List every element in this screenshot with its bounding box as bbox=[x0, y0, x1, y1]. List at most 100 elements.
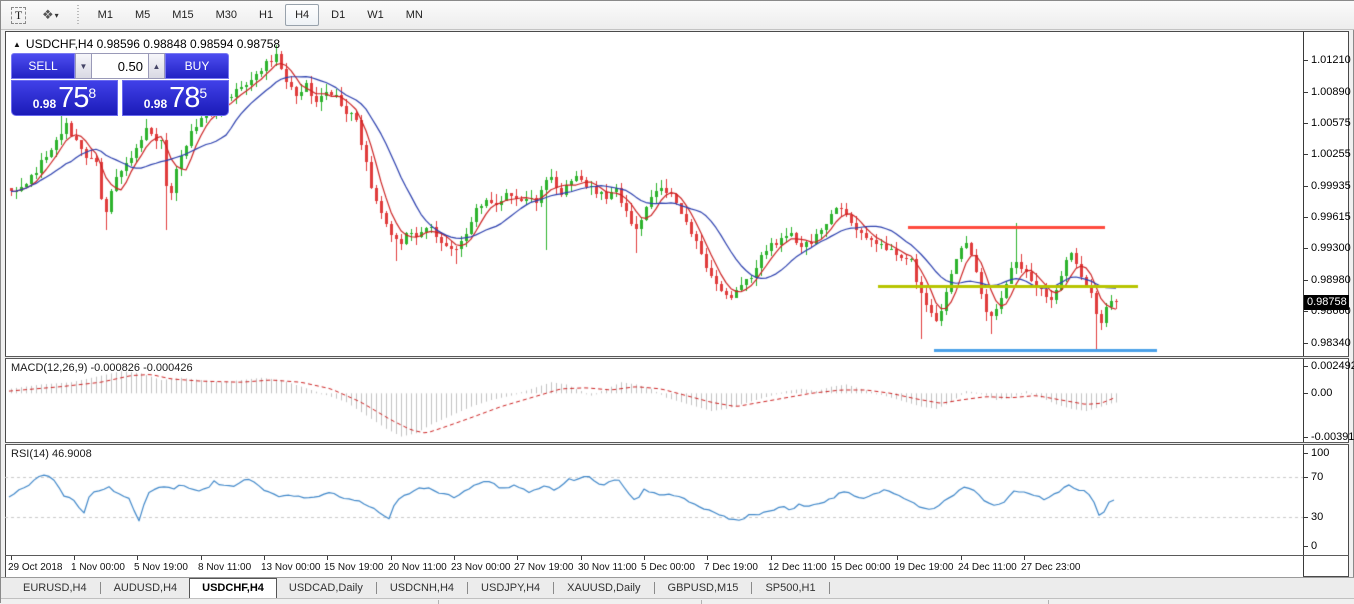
toolbar: T ❖ ▾ M1 M5 M15 M30 H1 H4 D1 W1 MN bbox=[1, 1, 1354, 30]
chart-tab-xauusd[interactable]: XAUUSD,Daily bbox=[567, 582, 641, 594]
shapes-icon: ❖ bbox=[42, 7, 54, 22]
axis-tick bbox=[1304, 280, 1308, 281]
text-tool-button[interactable]: T bbox=[5, 3, 32, 27]
axis-tick bbox=[1304, 217, 1308, 218]
macd-axis-label: 0.002492 bbox=[1311, 360, 1354, 372]
axis-tick bbox=[1304, 517, 1308, 518]
axis-tick bbox=[1304, 60, 1308, 61]
time-axis-tick bbox=[517, 556, 518, 560]
timeframe-button-m30[interactable]: M30 bbox=[215, 9, 238, 21]
toolbar-grip[interactable] bbox=[74, 5, 81, 25]
one-click-trading-panel: SELL ▼ ▲ BUY 0.98 75 8 0.98 78 5 bbox=[11, 53, 229, 116]
volume-input[interactable] bbox=[92, 54, 148, 78]
buy-price-big-digits: 78 bbox=[169, 82, 200, 114]
timeframe-button-m1[interactable]: M1 bbox=[97, 9, 113, 21]
price-axis-label: 0.99935 bbox=[1311, 180, 1351, 192]
statusbar-separator bbox=[1048, 600, 1049, 604]
price-axis-label: 0.98980 bbox=[1311, 274, 1351, 286]
axis-tick bbox=[1304, 546, 1308, 547]
time-axis-label: 29 Oct 2018 bbox=[8, 562, 63, 573]
tab-separator bbox=[653, 582, 655, 594]
macd-axis-label: 0.00 bbox=[1311, 387, 1333, 399]
chart-tab-usdjpy[interactable]: USDJPY,H4 bbox=[481, 582, 541, 594]
time-axis-label: 27 Nov 19:00 bbox=[514, 562, 574, 573]
chart-tab-audusd[interactable]: AUDUSD,H4 bbox=[113, 582, 178, 594]
time-axis-tick bbox=[581, 556, 582, 560]
time-axis-tick bbox=[74, 556, 75, 560]
macd-label: MACD(12,26,9) -0.000826 -0.000426 bbox=[11, 362, 193, 374]
timeframe-button-mn[interactable]: MN bbox=[405, 9, 423, 21]
axis-tick bbox=[1304, 248, 1308, 249]
pane-splitter[interactable] bbox=[5, 442, 1349, 445]
chart-title: ▲ USDCHF,H4 0.98596 0.98848 0.98594 0.98… bbox=[13, 37, 280, 51]
rsi-axis-label: 30 bbox=[1311, 511, 1324, 523]
price-axis[interactable]: 1.01210 1.00890 1.00575 1.00255 0.99935 0.996… bbox=[1303, 32, 1354, 576]
time-axis-tick bbox=[391, 556, 392, 560]
time-axis-label: 27 Dec 23:00 bbox=[1021, 562, 1081, 573]
time-axis-label: 5 Dec 00:00 bbox=[641, 562, 695, 573]
axis-tick bbox=[1304, 393, 1308, 394]
price-axis-label: 0.99615 bbox=[1311, 211, 1351, 223]
rsi-indicator-canvas[interactable] bbox=[5, 445, 1303, 555]
time-axis-label: 12 Dec 11:00 bbox=[768, 562, 827, 573]
chart-tab-usdchf[interactable]: USDCHF,H4 bbox=[189, 578, 277, 599]
statusbar-separator bbox=[438, 600, 439, 604]
macd-indicator-canvas[interactable] bbox=[5, 359, 1303, 442]
timeframe-button-m15[interactable]: M15 bbox=[172, 9, 194, 21]
pane-splitter[interactable] bbox=[5, 356, 1349, 359]
chart-tab-eurusd[interactable]: EURUSD,H4 bbox=[23, 582, 87, 594]
time-axis-tick bbox=[327, 556, 328, 560]
chart-tab-usdcad[interactable]: USDCAD,Daily bbox=[288, 582, 363, 594]
time-axis-label: 15 Dec 00:00 bbox=[831, 562, 891, 573]
buy-button[interactable]: BUY bbox=[165, 53, 229, 79]
time-axis-tick bbox=[961, 556, 962, 560]
price-axis-label: 1.01210 bbox=[1311, 54, 1351, 66]
volume-increase-button[interactable]: ▲ bbox=[148, 53, 165, 79]
sell-price-pip-digit: 8 bbox=[88, 85, 97, 101]
time-axis-tick bbox=[771, 556, 772, 560]
sell-button[interactable]: SELL bbox=[11, 53, 75, 79]
timeframe-button-d1[interactable]: D1 bbox=[331, 9, 346, 21]
axis-tick bbox=[1304, 123, 1308, 124]
axis-tick bbox=[1304, 311, 1308, 312]
axis-tick bbox=[1304, 453, 1308, 454]
time-axis-label: 13 Nov 00:00 bbox=[261, 562, 321, 573]
axis-tick bbox=[1304, 186, 1308, 187]
chart-tab-sp500[interactable]: SP500,H1 bbox=[765, 582, 816, 594]
current-price-tag: 0.98758 bbox=[1304, 295, 1349, 310]
chart-tab-usdcnh[interactable]: USDCNH,H4 bbox=[389, 582, 455, 594]
time-axis-label: 24 Dec 11:00 bbox=[958, 562, 1017, 573]
volume-field-wrap bbox=[92, 53, 148, 79]
price-axis-label: 0.99300 bbox=[1311, 242, 1351, 254]
pane-border bbox=[5, 555, 1349, 556]
price-axis-label: 0.98340 bbox=[1311, 337, 1351, 349]
volume-decrease-button[interactable]: ▼ bbox=[75, 53, 92, 79]
timeframe-button-w1[interactable]: W1 bbox=[367, 9, 384, 21]
text-tool-icon: T bbox=[11, 6, 26, 24]
time-axis-label: 8 Nov 11:00 bbox=[198, 562, 252, 573]
chart-title-text: USDCHF,H4 0.98596 0.98848 0.98594 0.9875… bbox=[25, 37, 281, 51]
time-axis-tick bbox=[1024, 556, 1025, 560]
time-axis-tick bbox=[644, 556, 645, 560]
time-axis-tick bbox=[454, 556, 455, 560]
time-axis-label: 23 Nov 00:00 bbox=[451, 562, 511, 573]
price-axis-label: 1.00575 bbox=[1311, 117, 1351, 129]
collapse-panel-icon[interactable]: ▲ bbox=[13, 39, 21, 49]
timeframe-button-h1[interactable]: H1 bbox=[259, 9, 274, 21]
time-axis-tick bbox=[201, 556, 202, 560]
time-axis-tick bbox=[834, 556, 835, 560]
tab-separator bbox=[751, 582, 753, 594]
rsi-axis-label: 100 bbox=[1311, 447, 1330, 459]
time-axis-tick bbox=[264, 556, 265, 560]
sell-price-button[interactable]: 0.98 75 8 bbox=[11, 80, 118, 116]
timeframe-button-h4[interactable]: H4 bbox=[285, 4, 320, 26]
axis-tick bbox=[1304, 366, 1308, 367]
tab-separator bbox=[467, 582, 469, 594]
time-axis[interactable]: 29 Oct 2018 1 Nov 00:00 5 Nov 19:00 8 Nov 1… bbox=[6, 556, 1303, 577]
axis-tick bbox=[1304, 343, 1308, 344]
shapes-tool-button[interactable]: ❖ ▾ bbox=[36, 3, 65, 27]
chart-tab-gbpusd[interactable]: GBPUSD,M15 bbox=[667, 582, 739, 594]
buy-price-pip-digit: 5 bbox=[199, 85, 208, 101]
timeframe-button-m5[interactable]: M5 bbox=[134, 9, 151, 21]
buy-price-button[interactable]: 0.98 78 5 bbox=[122, 80, 229, 116]
